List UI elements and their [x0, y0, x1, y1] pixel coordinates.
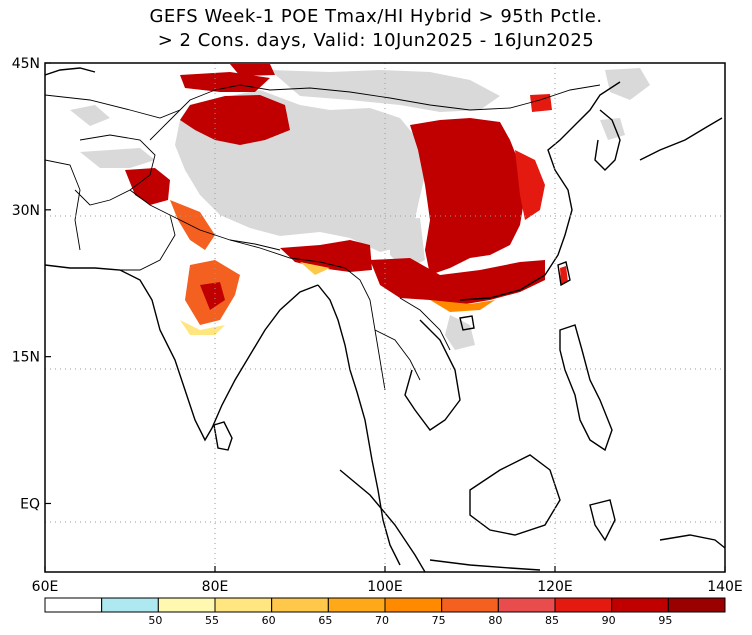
- map-title-line2: > 2 Cons. days, Valid: 10Jun2025 - 16Jun…: [157, 30, 595, 51]
- south-china-patch: [370, 258, 545, 305]
- colorbar-label: 55: [205, 614, 219, 627]
- colorbar-swatch: [157, 597, 216, 613]
- taiwan-coast: [557, 261, 571, 287]
- northeast-korea-patch: [530, 94, 552, 112]
- border-nepal: [229, 239, 281, 251]
- x-tick-label: 140E: [707, 579, 743, 595]
- colorbar-swatch: [44, 597, 103, 613]
- south-china-fringe: [430, 300, 495, 312]
- colorbar-swatch: [214, 597, 273, 613]
- border-china-west: [149, 84, 271, 141]
- pakistan-patch: [125, 168, 170, 205]
- punjab-patch: [170, 200, 215, 250]
- afghanistan-mask: [80, 148, 155, 168]
- colorbar-swatch: [384, 597, 443, 613]
- border-pakistan: [120, 189, 176, 271]
- y-tick-label: 30N: [12, 203, 40, 219]
- colorbar: 50 55 60 65 70 75 80 85 90 95: [44, 597, 726, 627]
- central-india-core: [200, 282, 225, 310]
- x-tick-label: 100E: [367, 579, 403, 595]
- border-iran: [45, 159, 81, 251]
- colorbar-swatch: [611, 597, 669, 613]
- china-coast: [459, 81, 621, 301]
- colorbar-label: 50: [148, 614, 162, 627]
- sulawesi: [589, 499, 616, 542]
- yunnan-mask: [390, 218, 425, 270]
- border-myanmar: [344, 267, 386, 391]
- sri-lanka: [213, 421, 233, 451]
- assam-fringe: [300, 262, 330, 275]
- border-laos-vietnam: [399, 297, 451, 351]
- map-title-line1: GEFS Week-1 POE Tmax/HI Hybrid > 95th Pc…: [149, 6, 603, 27]
- indochina-mask: [445, 315, 475, 350]
- colorbar-label: 60: [262, 614, 276, 627]
- china-main-patch: [410, 118, 525, 275]
- y-axis: 45N 30N 15N EQ: [12, 56, 51, 512]
- central-india-fringe: [180, 320, 225, 335]
- japan-coast: [639, 117, 723, 161]
- y-tick-label: 15N: [12, 350, 40, 366]
- north-strip-patch: [230, 64, 275, 76]
- colorbar-label: 80: [488, 614, 502, 627]
- colorbar-label: 85: [545, 614, 559, 627]
- colorbar-label: 95: [658, 614, 672, 627]
- mongolia-mask: [270, 70, 500, 112]
- colorbar-label: 70: [375, 614, 389, 627]
- colorbar-label: 90: [602, 614, 616, 627]
- border-thailand: [374, 329, 421, 381]
- colorbar-swatch: [554, 597, 613, 613]
- border-india-north: [169, 214, 346, 269]
- bay-of-bengal-east: [317, 284, 401, 566]
- indochina-coast: [404, 319, 461, 431]
- colorbar-swatch: [497, 597, 556, 613]
- arabian-coast: [45, 264, 95, 269]
- grid-lines: [45, 63, 725, 572]
- coastlines: [45, 67, 725, 572]
- new-guinea: [659, 534, 725, 549]
- colorbar-swatch: [441, 597, 499, 613]
- x-tick-label: 60E: [32, 579, 59, 595]
- colorbar-swatch: [327, 597, 386, 613]
- country-borders: [45, 84, 601, 391]
- colorbar-swatch: [271, 597, 329, 613]
- karakum-mask: [70, 105, 110, 126]
- x-tick-label: 80E: [202, 579, 229, 595]
- assam-patch: [280, 240, 372, 272]
- tibet-north-top: [180, 72, 270, 92]
- map-plot-area: [45, 63, 725, 572]
- y-tick-label: EQ: [20, 496, 40, 512]
- colorbar-label: 65: [318, 614, 332, 627]
- china-east-edge: [515, 150, 545, 220]
- border-mongolia: [269, 84, 601, 111]
- hainan: [459, 315, 475, 331]
- tibet-north-patch: [180, 95, 290, 145]
- sumatra: [339, 469, 426, 572]
- caspian-area: [45, 67, 96, 76]
- colorbar-swatch: [101, 597, 159, 613]
- manchuria-mask: [605, 68, 650, 100]
- philippines: [559, 324, 613, 452]
- heat-patches: [125, 64, 568, 335]
- x-axis: 60E 80E 100E 120E 140E: [32, 566, 743, 595]
- taiwan-patch: [560, 266, 568, 284]
- india-coast: [94, 267, 319, 442]
- x-tick-label: 120E: [537, 579, 573, 595]
- java: [429, 559, 541, 571]
- korea-mask: [600, 118, 625, 140]
- colorbar-swatch: [667, 597, 726, 613]
- border-kazakhstan: [45, 94, 181, 119]
- border-afghanistan: [74, 134, 156, 206]
- korea-coast: [594, 109, 621, 171]
- colorbar-label: 75: [432, 614, 446, 627]
- y-tick-label: 45N: [12, 56, 40, 72]
